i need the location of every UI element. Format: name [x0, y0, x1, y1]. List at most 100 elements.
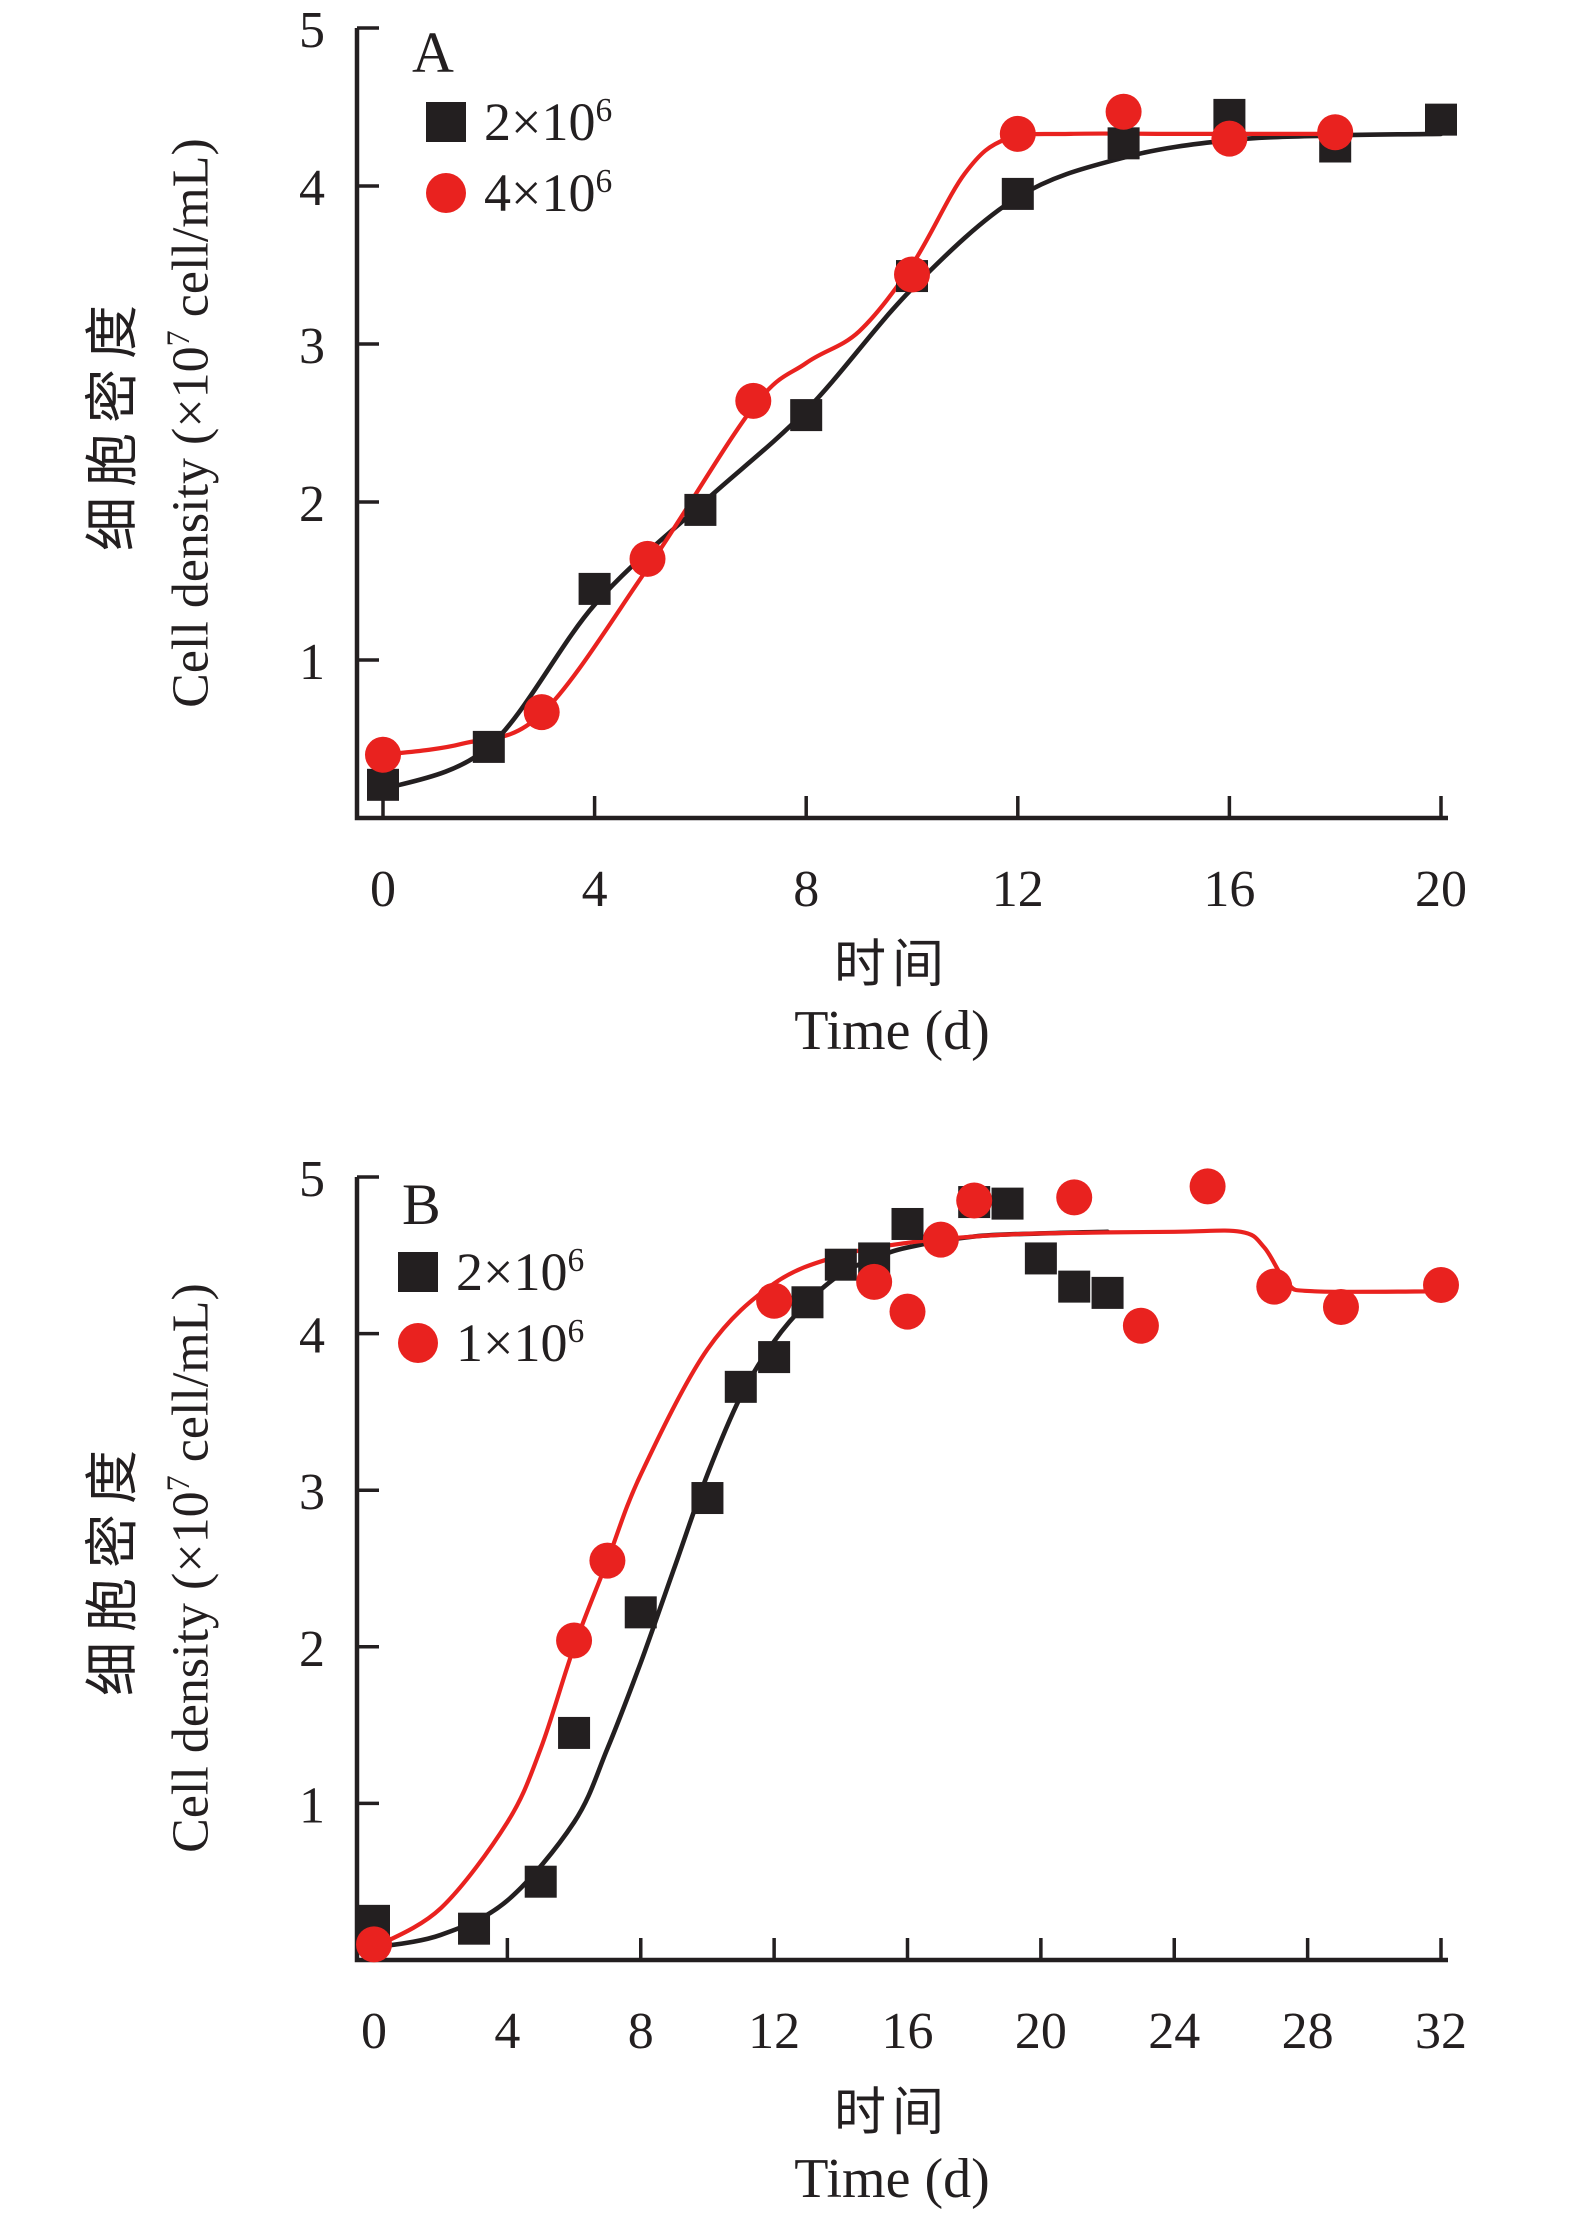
x-tick-label: 4 [582, 861, 608, 918]
x-tick-label: 20 [1415, 861, 1467, 918]
y-tick-label: 4 [299, 160, 325, 217]
x-tick-label: 32 [1415, 2003, 1467, 2060]
x-tick-label: 0 [370, 861, 396, 918]
panel-b-x-axis-title: 时间 Time (d) [632, 2082, 1152, 2212]
x-tick-label: 16 [882, 2003, 934, 2060]
legend-label-base: 4×10 [484, 162, 596, 223]
data-point-circle [894, 256, 930, 293]
data-point-circle [889, 1293, 926, 1330]
x-tick-label: 12 [748, 2003, 800, 2060]
panel-a-x-axis-title: 时间 Time (d) [632, 934, 1152, 1064]
black-square-marker-icon [398, 1251, 438, 1292]
data-point-circle [356, 1926, 392, 1963]
data-point-circle [1256, 1268, 1293, 1305]
panel-a-series-points-1 [365, 93, 1354, 773]
y-axis-title-chinese: 细胞密度 [83, 1440, 143, 1696]
data-point-circle [756, 1282, 793, 1319]
data-point-square [1425, 103, 1457, 136]
data-point-circle [1211, 120, 1248, 157]
x-tick-label: 8 [628, 2003, 654, 2060]
y-axis-title-text: Cell density (×10 [162, 346, 220, 708]
data-point-circle [1322, 1288, 1359, 1325]
y-tick-label: 3 [299, 1464, 325, 1521]
x-axis-title-english: Time (d) [794, 2148, 990, 2210]
x-tick-label: 8 [793, 861, 819, 918]
data-point-circle [856, 1263, 893, 1300]
x-tick-label: 20 [1015, 2003, 1067, 2060]
x-tick-label: 28 [1282, 2003, 1334, 2060]
y-tick-label: 1 [299, 634, 325, 691]
x-tick-label: 24 [1148, 2003, 1200, 2060]
y-axis-title-chinese: 细胞密度 [83, 295, 143, 551]
panel-b-label: B [402, 1172, 441, 1237]
legend-label-exponent: 6 [595, 162, 613, 200]
panel-b-fit-curve-0 [371, 1229, 1110, 1950]
y-tick-label: 2 [299, 476, 325, 533]
data-point-circle [589, 1542, 626, 1579]
data-point-square [991, 1187, 1024, 1220]
panel-a-y-axis-title: 细胞密度 Cell density (×107 cell/mL) [80, 13, 219, 833]
data-point-square [891, 1207, 924, 1240]
data-point-circle [1105, 93, 1142, 130]
data-point-circle [556, 1622, 593, 1659]
data-point-square [824, 1248, 857, 1281]
data-point-square [458, 1912, 491, 1945]
panel-a-legend: 2×106 4×106 [426, 86, 612, 228]
y-tick-label: 5 [299, 2, 325, 59]
legend-label: 1×106 [456, 1312, 584, 1374]
legend-item: 1×106 [398, 1307, 584, 1378]
panel-b-y-axis-title: 细胞密度 Cell density (×107 cell/mL) [80, 1158, 219, 1978]
legend-label-exponent: 6 [567, 1241, 585, 1279]
data-point-square [1058, 1270, 1091, 1303]
x-tick-label: 0 [361, 2003, 387, 2060]
legend-label-base: 2×10 [456, 1241, 568, 1302]
panel-b-legend: 2×106 1×106 [398, 1236, 584, 1378]
legend-label-base: 2×10 [484, 91, 596, 152]
panel-b-series-points-0 [358, 1186, 1124, 1945]
data-point-square [1091, 1276, 1124, 1309]
data-point-square [524, 1865, 557, 1898]
y-axis-title-text: Cell density (×10 [162, 1491, 220, 1853]
x-axis-title-english: Time (d) [794, 1000, 990, 1062]
data-point-circle [1056, 1179, 1093, 1216]
y-tick-label: 2 [299, 1621, 325, 1678]
y-axis-title-english: Cell density (×107 cell/mL) [146, 13, 223, 833]
x-tick-label: 16 [1203, 861, 1255, 918]
data-point-circle [629, 540, 666, 577]
legend-label: 4×106 [484, 162, 612, 224]
data-point-square [624, 1596, 657, 1629]
data-point-circle [1189, 1168, 1226, 1205]
y-tick-label: 3 [299, 318, 325, 375]
data-point-circle [1423, 1267, 1459, 1304]
data-point-square [758, 1341, 791, 1374]
data-point-square [558, 1716, 591, 1749]
legend-item: 4×106 [426, 157, 612, 228]
data-point-circle [922, 1221, 959, 1258]
panel-b-series-points-1 [356, 1168, 1459, 1963]
panel-a-label: A [412, 20, 454, 85]
legend-label-exponent: 6 [595, 91, 613, 129]
data-point-circle [523, 694, 560, 731]
data-point-square [724, 1370, 757, 1403]
panel-b-fit-curve-1 [371, 1228, 1444, 1950]
y-tick-label: 1 [299, 1777, 325, 1834]
x-axis-title-chinese: 时间 [833, 937, 950, 994]
y-axis-title-exponent: 7 [160, 330, 196, 347]
data-point-circle [999, 115, 1036, 152]
data-point-circle [735, 382, 772, 419]
red-circle-marker-icon [426, 172, 466, 213]
data-point-circle [956, 1182, 993, 1219]
red-circle-marker-icon [398, 1322, 438, 1363]
data-point-square [472, 730, 505, 763]
legend-label-base: 1×10 [456, 1312, 568, 1373]
legend-label: 2×106 [456, 1241, 584, 1303]
y-axis-title-exponent: 7 [160, 1475, 196, 1492]
black-square-marker-icon [426, 101, 466, 142]
data-point-square [367, 768, 399, 801]
